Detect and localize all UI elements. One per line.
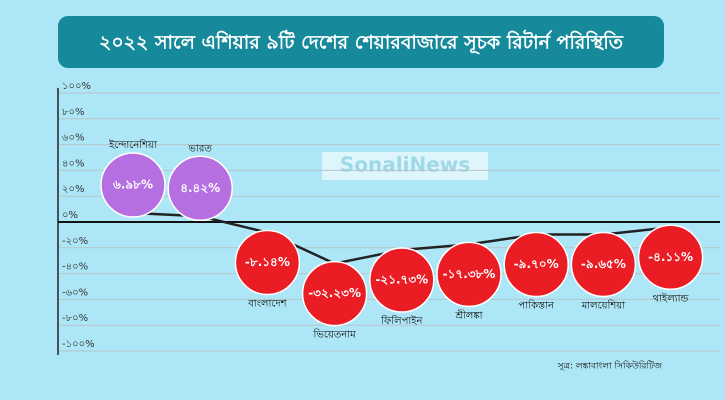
value-circle <box>570 231 637 298</box>
y-tick-label: -১০০% <box>62 339 95 350</box>
x-tick-label: ইন্দোনেশিয়া <box>108 139 158 151</box>
value-label: -৮.১৪% <box>245 255 290 269</box>
x-tick-label: থাইল্যান্ড <box>653 292 690 304</box>
title-bar <box>58 16 664 68</box>
source: সূত্র: লঙ্কাবাংলা সিকিউরিটিজ <box>556 360 662 372</box>
value-circle <box>167 155 233 222</box>
y-tick-label: -২০% <box>62 236 88 247</box>
y-tick-label: ০% <box>62 210 78 221</box>
value-label: ৪.৪২% <box>180 181 220 195</box>
y-tick-label: ১০০% <box>62 81 91 92</box>
value-circle <box>234 229 301 296</box>
value-label: -৪.১১% <box>648 250 693 264</box>
y-tick-label: ৮০% <box>62 107 85 118</box>
y-tick-label: ৪০% <box>62 158 85 169</box>
value-circle <box>637 224 704 291</box>
y-tick-label: ৬০% <box>62 133 85 144</box>
y-tick-label: ২০% <box>62 184 85 195</box>
x-tick-label: মালয়েশিয়া <box>581 299 626 311</box>
value-label: -২১.৭৩% <box>375 273 428 287</box>
chart-title: ২০২২ সালে এশিয়ার ৯টি দেশের শেয়ারবাজারে… <box>99 30 624 55</box>
x-tick-label: ভারত <box>188 143 213 154</box>
y-tick-label: -৮০% <box>62 313 88 324</box>
value-circle <box>436 241 502 308</box>
watermark-box <box>322 152 488 180</box>
value-label: -৩২.২৩% <box>308 286 361 300</box>
y-tick-label: -৬০% <box>62 287 88 298</box>
value-label: -৯.৭০% <box>514 257 559 271</box>
watermark: SonaliNews <box>340 153 470 177</box>
y-tick-label: -৪০% <box>62 262 88 273</box>
x-tick-label: বাংলাদেশ <box>247 299 287 310</box>
value-label: -১৭.৩৮% <box>443 267 496 281</box>
x-tick-label: ফিলিপাইন <box>380 315 423 327</box>
value-circle <box>100 152 166 218</box>
value-circle <box>301 260 368 327</box>
value-label: ৬.৯৮% <box>113 177 153 191</box>
x-tick-label: ভিয়েতনাম <box>313 329 357 341</box>
value-circle <box>369 247 435 313</box>
value-label: -৯.৬৫% <box>581 257 626 271</box>
x-tick-label: শ্রীলঙ্কা <box>454 308 483 321</box>
value-circle <box>503 231 569 298</box>
x-tick-label: পাকিস্তান <box>518 300 555 312</box>
